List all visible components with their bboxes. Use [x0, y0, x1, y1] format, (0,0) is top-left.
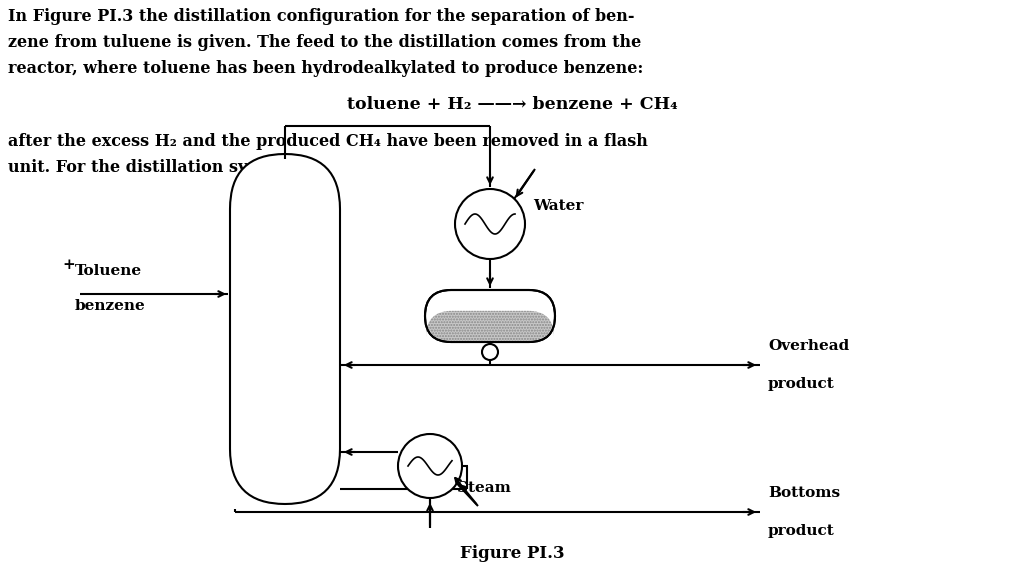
Text: product: product: [768, 524, 834, 538]
Text: unit. For the distillation system:: unit. For the distillation system:: [8, 159, 296, 176]
FancyBboxPatch shape: [425, 290, 555, 342]
Circle shape: [455, 189, 525, 259]
FancyBboxPatch shape: [426, 311, 554, 341]
FancyBboxPatch shape: [230, 154, 340, 504]
Text: benzene: benzene: [75, 299, 146, 313]
Text: reactor, where toluene has been hydrodealkylated to produce benzene:: reactor, where toluene has been hydrodea…: [8, 60, 644, 77]
Text: +: +: [62, 258, 75, 272]
Text: Bottoms: Bottoms: [768, 486, 840, 500]
Text: Figure PI.3: Figure PI.3: [459, 545, 565, 562]
Text: after the excess H₂ and the produced CH₄ have been removed in a flash: after the excess H₂ and the produced CH₄…: [8, 133, 648, 150]
Text: Overhead: Overhead: [768, 339, 850, 353]
Text: Steam: Steam: [457, 481, 510, 495]
Text: toluene + H₂ ——→ benzene + CH₄: toluene + H₂ ——→ benzene + CH₄: [346, 96, 678, 113]
Circle shape: [398, 434, 462, 498]
Text: In Figure PI.3 the distillation configuration for the separation of ben-: In Figure PI.3 the distillation configur…: [8, 8, 634, 25]
Text: Water: Water: [533, 199, 583, 213]
Text: product: product: [768, 377, 834, 391]
Text: zene from tuluene is given. The feed to the distillation comes from the: zene from tuluene is given. The feed to …: [8, 34, 642, 51]
Text: Toluene: Toluene: [75, 264, 142, 278]
Circle shape: [482, 344, 498, 360]
